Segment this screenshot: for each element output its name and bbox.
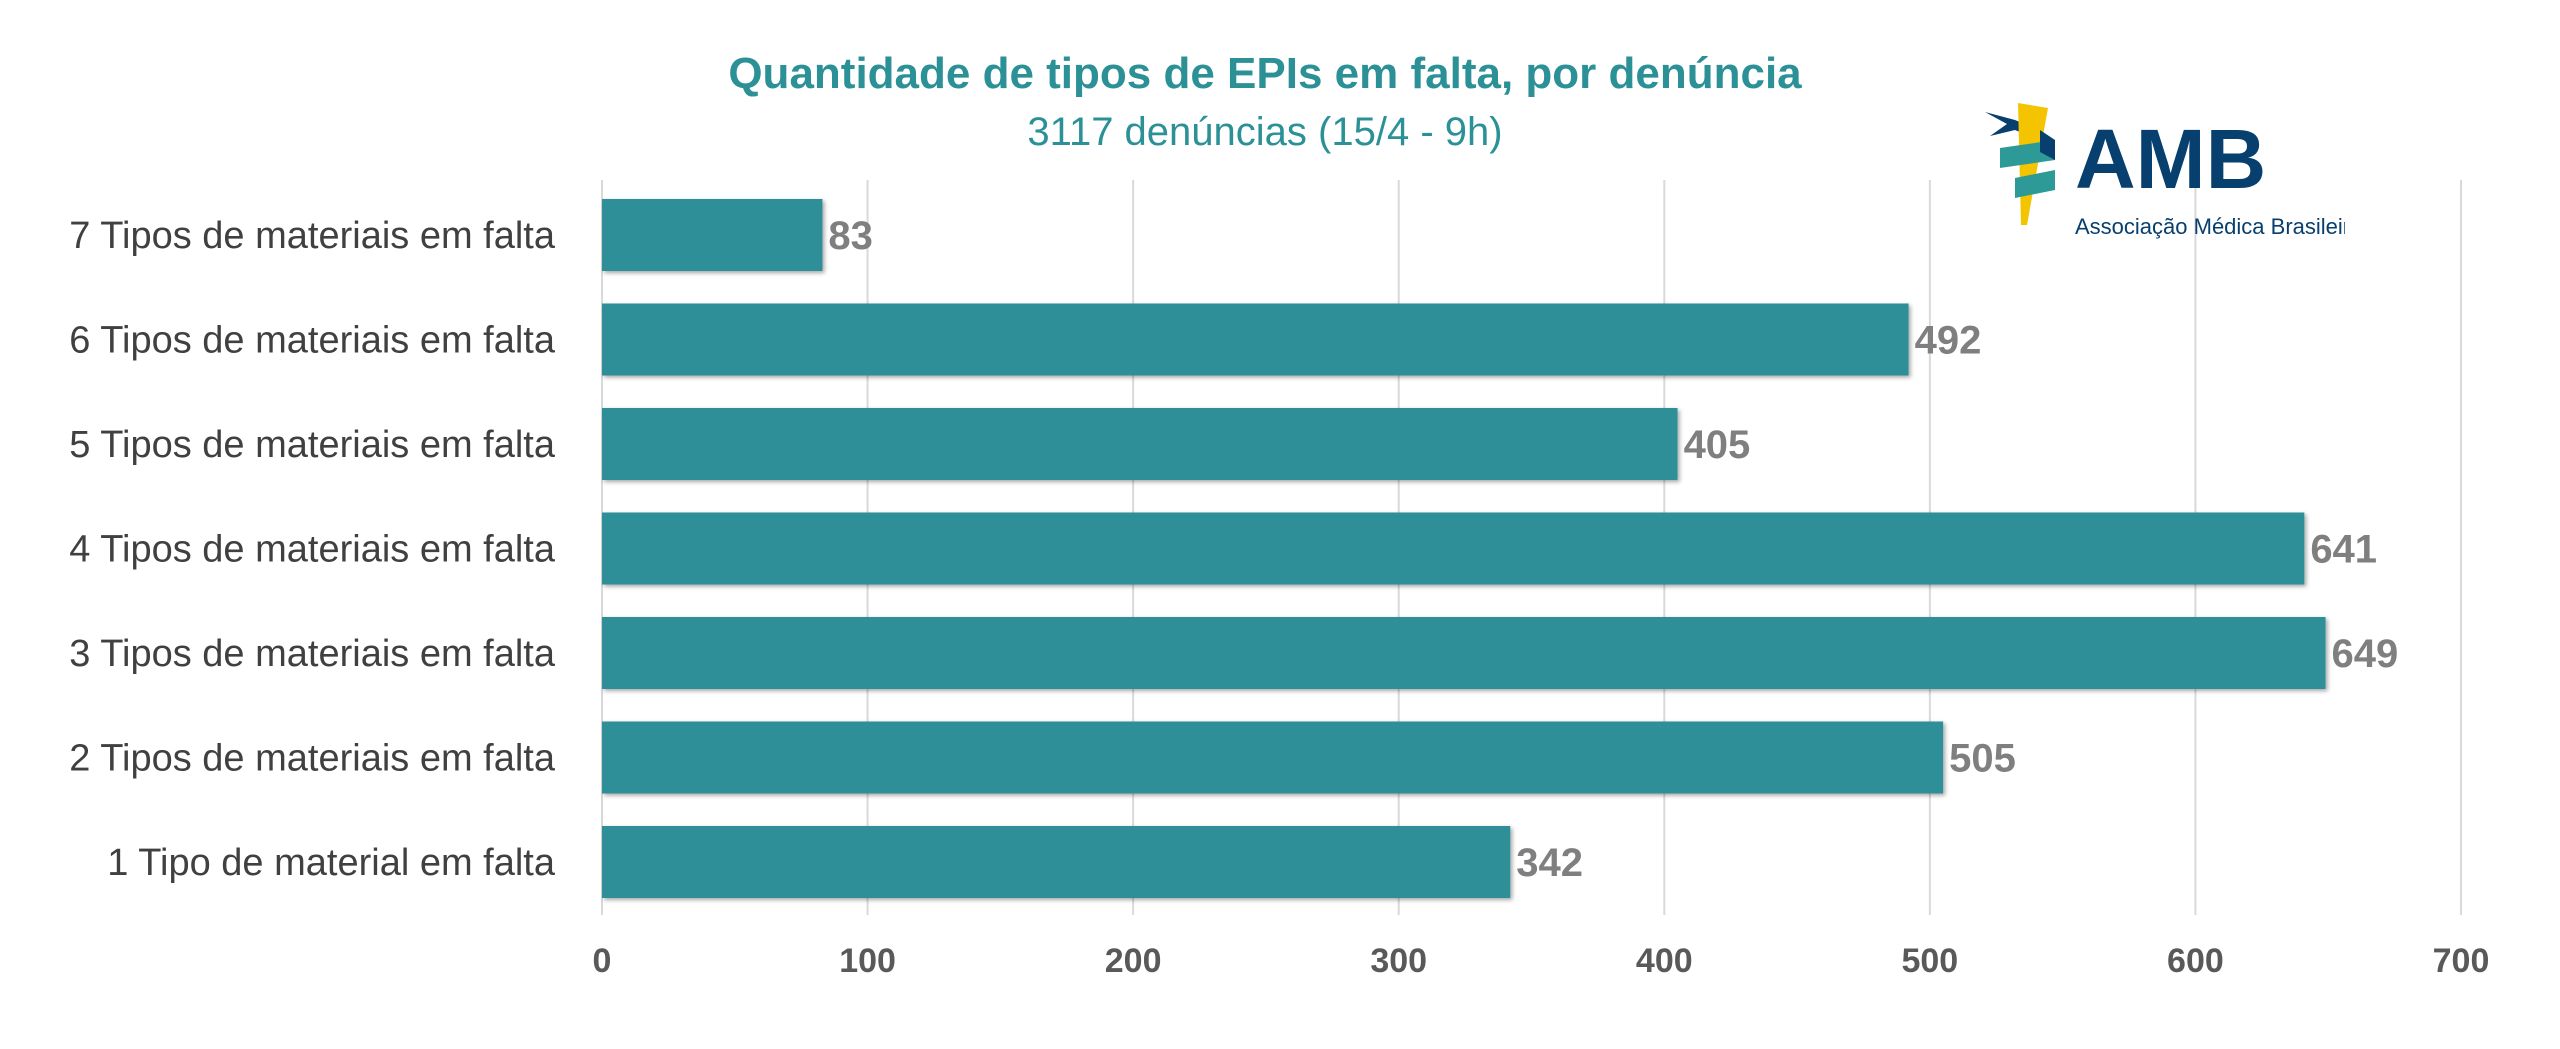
x-tick-label: 300	[1370, 942, 1427, 980]
bar	[602, 199, 823, 271]
data-label: 649	[2332, 632, 2399, 676]
data-label: 83	[828, 214, 873, 258]
data-label: 405	[1684, 423, 1751, 467]
y-category-label: 5 Tipos de materiais em falta	[69, 424, 556, 466]
y-category-label: 6 Tipos de materiais em falta	[69, 320, 556, 362]
bar	[602, 512, 2305, 585]
data-label: 505	[1949, 737, 2016, 781]
y-category-label: 7 Tipos de materiais em falta	[69, 215, 556, 257]
x-tick-label: 700	[2433, 942, 2490, 980]
x-tick-label: 400	[1636, 942, 1693, 980]
ribbon-icon-lower	[2015, 170, 2055, 198]
x-tick-label: 600	[2167, 942, 2224, 980]
logo-text: AMB	[2075, 112, 2266, 206]
data-label: 641	[2310, 528, 2377, 572]
x-tick-label: 0	[593, 942, 612, 980]
y-category-label: 1 Tipo de material em falta	[107, 842, 556, 884]
bar	[602, 303, 1909, 376]
y-category-label: 2 Tipos de materiais em falta	[69, 738, 556, 780]
ribbon-fold-icon	[2040, 130, 2055, 160]
y-category-label: 4 Tipos de materiais em falta	[69, 529, 556, 571]
x-tick-label: 500	[1901, 942, 1958, 980]
y-category-label: 3 Tipos de materiais em falta	[69, 633, 556, 675]
chart-subtitle: 3117 denúncias (15/4 - 9h)	[1027, 110, 1503, 154]
bar	[602, 617, 2326, 689]
logo-subtext: Associação Médica Brasileira	[2075, 214, 2345, 239]
bar	[602, 408, 1678, 480]
x-tick-label: 100	[839, 942, 896, 980]
amb-logo: AMB Associação Médica Brasileira	[1985, 103, 2345, 239]
data-label: 342	[1516, 841, 1583, 885]
bar	[602, 721, 1944, 794]
x-tick-label: 200	[1105, 942, 1162, 980]
bar	[602, 826, 1511, 898]
chart-title: Quantidade de tipos de EPIs em falta, po…	[728, 49, 1802, 98]
data-label: 492	[1915, 319, 1982, 363]
